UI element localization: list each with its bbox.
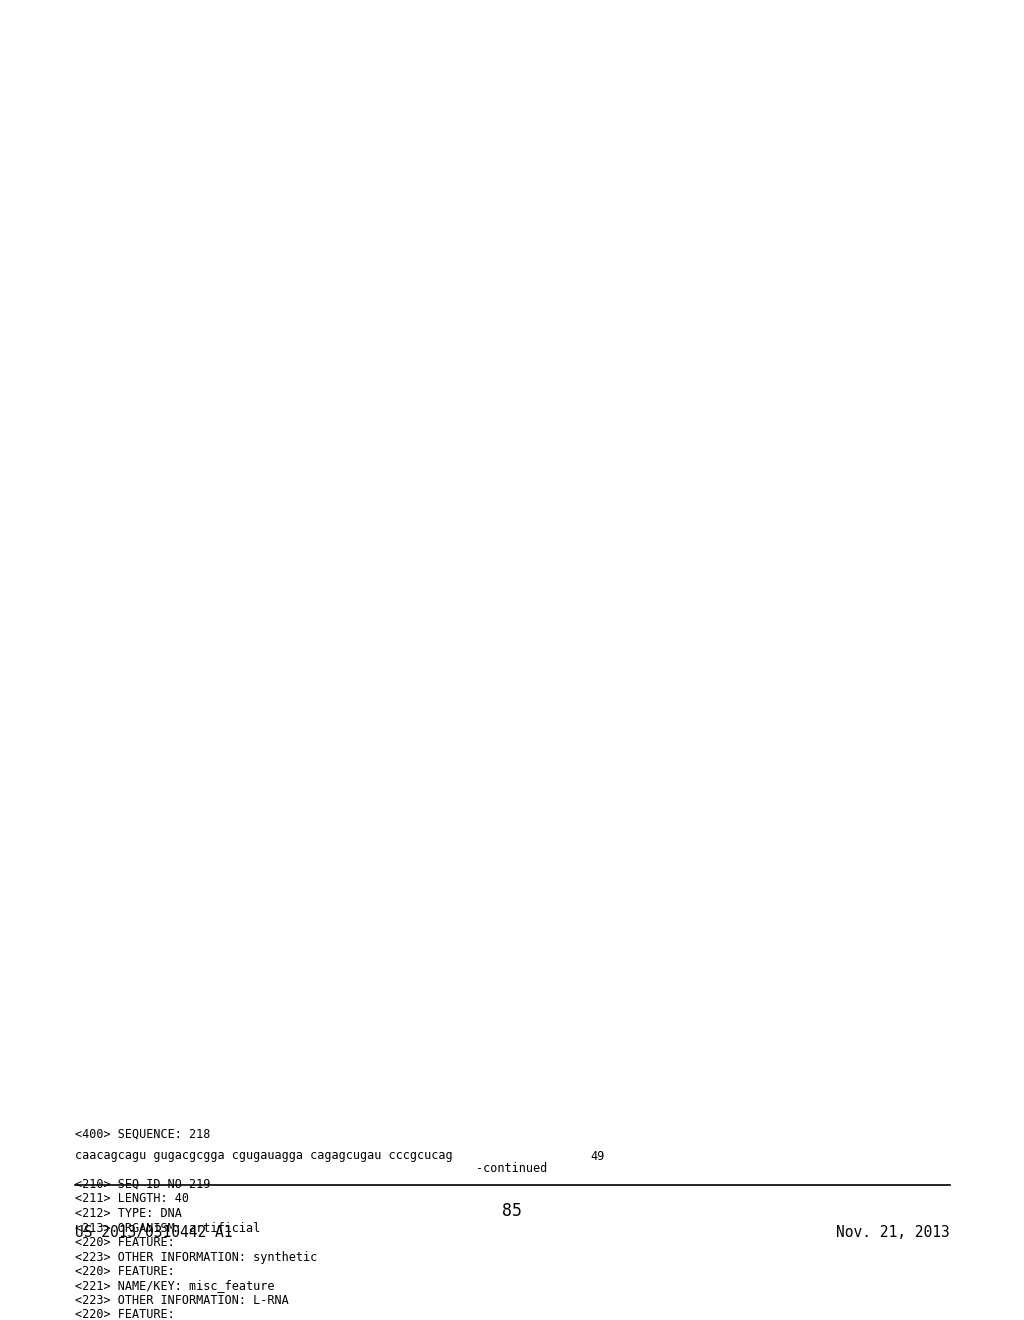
Text: <220> FEATURE:: <220> FEATURE: [75, 1308, 175, 1320]
Text: <221> NAME/KEY: misc_feature: <221> NAME/KEY: misc_feature [75, 1279, 274, 1292]
Text: <212> TYPE: DNA: <212> TYPE: DNA [75, 1206, 182, 1220]
Text: <220> FEATURE:: <220> FEATURE: [75, 1265, 175, 1278]
Text: <220> FEATURE:: <220> FEATURE: [75, 1236, 175, 1249]
Text: 49: 49 [590, 1150, 604, 1163]
Text: <211> LENGTH: 40: <211> LENGTH: 40 [75, 1192, 189, 1205]
Text: <223> OTHER INFORMATION: L-RNA: <223> OTHER INFORMATION: L-RNA [75, 1294, 289, 1307]
Text: 85: 85 [502, 1203, 522, 1220]
Text: Nov. 21, 2013: Nov. 21, 2013 [837, 1225, 950, 1239]
Text: <210> SEQ ID NO 219: <210> SEQ ID NO 219 [75, 1177, 210, 1191]
Text: -continued: -continued [476, 1162, 548, 1175]
Text: <213> ORGANISM: artificial: <213> ORGANISM: artificial [75, 1221, 260, 1234]
Text: <400> SEQUENCE: 218: <400> SEQUENCE: 218 [75, 1129, 210, 1140]
Text: caacagcagu gugacgcgga cgugauagga cagagcugau cccgcucag: caacagcagu gugacgcgga cgugauagga cagagcu… [75, 1150, 453, 1163]
Text: <223> OTHER INFORMATION: synthetic: <223> OTHER INFORMATION: synthetic [75, 1250, 317, 1263]
Text: US 2013/0310442 A1: US 2013/0310442 A1 [75, 1225, 232, 1239]
